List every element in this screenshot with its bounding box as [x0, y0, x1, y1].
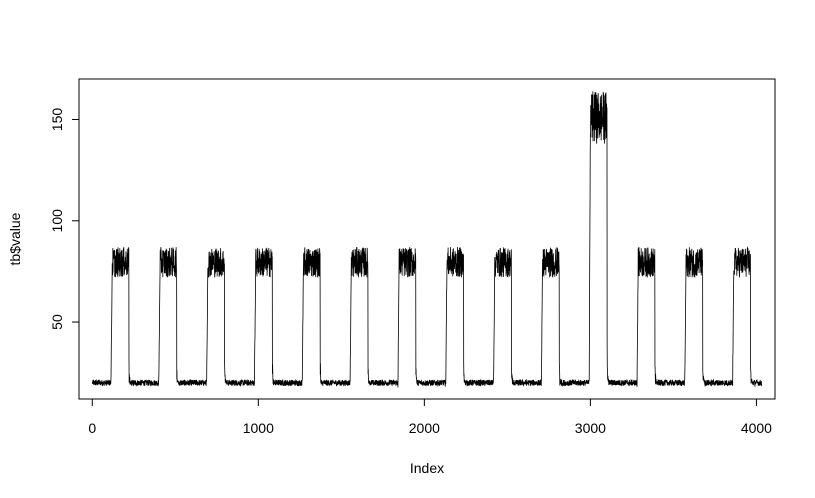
x-tick-label: 2000 [409, 420, 440, 436]
x-tick-label: 0 [88, 420, 96, 436]
x-axis-label: Index [410, 460, 444, 476]
x-tick-label: 3000 [575, 420, 606, 436]
y-axis-label: tb$value [7, 212, 23, 265]
series-layer [92, 91, 763, 388]
y-tick-label: 50 [49, 314, 65, 330]
series-line [92, 91, 763, 388]
y-tick-label: 150 [49, 108, 65, 132]
x-tick-label: 4000 [741, 420, 772, 436]
x-tick-label: 1000 [243, 420, 274, 436]
x-axis: 0 1000 2000 3000 4000 [88, 398, 772, 436]
y-axis: 50 100 150 [49, 108, 80, 330]
y-tick-label: 100 [49, 209, 65, 233]
